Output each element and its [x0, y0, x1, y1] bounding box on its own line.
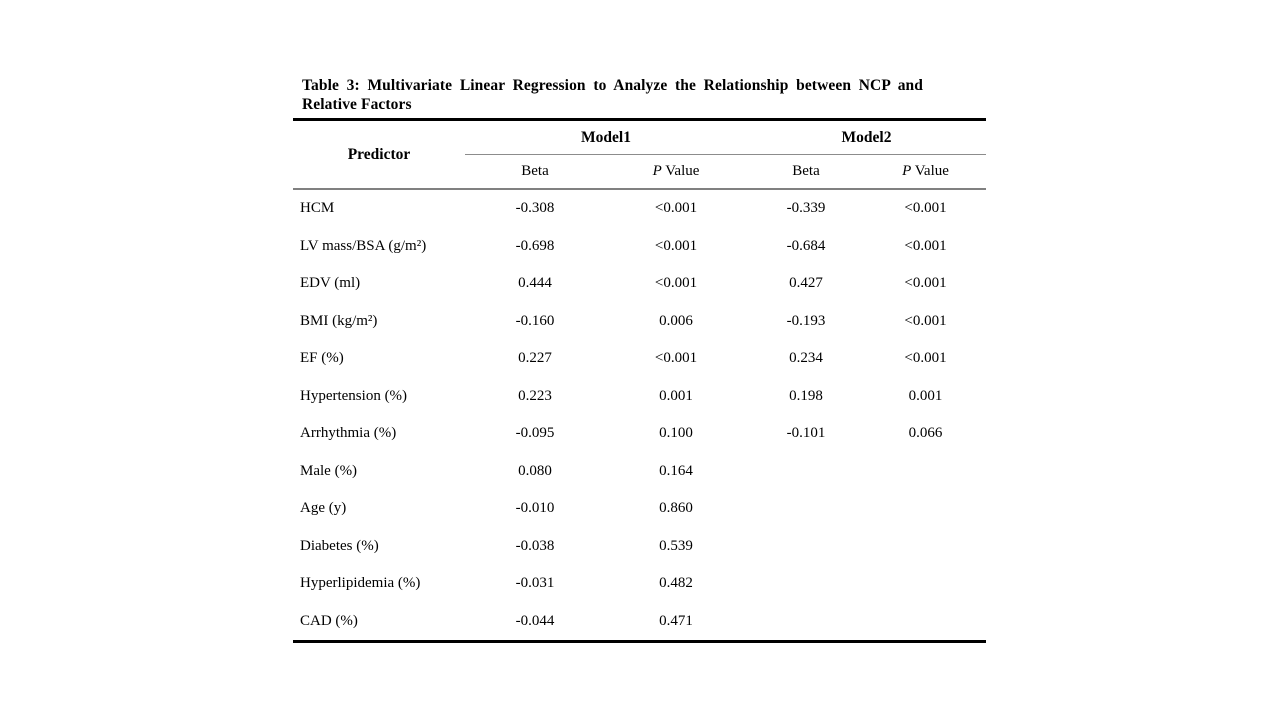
- model1-pvalue-cell: 0.539: [659, 537, 693, 554]
- model1-pvalue-cell: 0.471: [659, 612, 693, 629]
- model2-pvalue-cell: <0.001: [904, 275, 947, 292]
- model1-beta-cell: 0.227: [518, 350, 552, 367]
- model1-beta-cell: -0.698: [515, 237, 555, 254]
- model1-beta-cell: 0.080: [518, 462, 552, 479]
- model1-beta-cell: -0.308: [515, 200, 555, 217]
- model2-pvalue-cell: [865, 528, 986, 566]
- table-row: EDV (ml) 0.444 <0.001 0.427 <0.001: [293, 265, 986, 303]
- model1-pvalue-cell: 0.006: [659, 312, 693, 329]
- model2-pvalue-cell: [865, 453, 986, 491]
- model1-pvalue-cell: <0.001: [654, 275, 698, 292]
- model2-pvalue-header: P Value: [865, 155, 986, 190]
- model2-beta-cell: [747, 565, 865, 603]
- table-row: EF (%) 0.227 <0.001 0.234 <0.001: [293, 340, 986, 378]
- table-title: Table 3: Multivariate Linear Regression …: [302, 76, 923, 114]
- table-row: Male (%) 0.080 0.164: [293, 453, 986, 491]
- table-title-line2: Relative Factors: [302, 96, 412, 113]
- pvalue-italic-p: P: [902, 163, 912, 179]
- model1-pvalue-cell: <0.001: [654, 200, 698, 217]
- predictor-cell: Hyperlipidemia (%): [300, 575, 421, 592]
- table-row: CAD (%) -0.044 0.471: [293, 603, 986, 642]
- table-row: LV mass/BSA (g/m²) -0.698 <0.001 -0.684 …: [293, 228, 986, 266]
- model2-beta-cell: [747, 528, 865, 566]
- table-row: Age (y) -0.010 0.860: [293, 490, 986, 528]
- predictor-cell: LV mass/BSA (g/m²): [300, 237, 427, 254]
- model2-pvalue-cell: <0.001: [904, 237, 947, 254]
- table-row: Diabetes (%) -0.038 0.539: [293, 528, 986, 566]
- model1-pvalue-cell: <0.001: [654, 237, 698, 254]
- model1-pvalue-cell: 0.100: [659, 425, 693, 442]
- model1-pvalue-cell: 0.482: [659, 575, 693, 592]
- model1-pvalue-header: P Value: [605, 155, 747, 190]
- predictor-cell: Age (y): [300, 500, 347, 517]
- model2-beta-cell: [747, 453, 865, 491]
- model1-beta-cell: -0.010: [515, 500, 555, 517]
- table-header: Predictor Model1 Model2 Beta P Value Bet…: [293, 119, 986, 190]
- predictor-cell: Hypertension (%): [300, 387, 408, 404]
- model2-beta-header: Beta: [792, 163, 820, 179]
- model1-beta-cell: -0.038: [515, 537, 555, 554]
- model1-pvalue-cell: 0.164: [659, 462, 693, 479]
- model-header-row: Predictor Model1 Model2: [293, 119, 986, 163]
- pvalue-rest: Value: [914, 163, 949, 179]
- table-row: Hypertension (%) 0.223 0.001 0.198 0.001: [293, 378, 986, 416]
- predictor-cell: Arrhythmia (%): [300, 425, 397, 442]
- predictor-cell: HCM: [300, 200, 335, 217]
- table-row: BMI (kg/m²) -0.160 0.006 -0.193 <0.001: [293, 303, 986, 341]
- table-body: HCM -0.308 <0.001 -0.339 <0.001 LV mass/…: [293, 189, 986, 642]
- table-title-line1: Table 3: Multivariate Linear Regression …: [302, 77, 923, 94]
- model1-beta-cell: -0.044: [515, 612, 555, 629]
- model1-header: Model1: [465, 119, 747, 155]
- regression-table-grid: Predictor Model1 Model2 Beta P Value Bet…: [293, 118, 986, 643]
- predictor-cell: Male (%): [300, 462, 358, 479]
- model2-beta-cell: -0.684: [786, 237, 826, 254]
- table-row: HCM -0.308 <0.001 -0.339 <0.001: [293, 189, 986, 228]
- model1-beta-cell: -0.095: [515, 425, 555, 442]
- model2-header: Model2: [747, 119, 986, 155]
- model2-pvalue-cell: 0.066: [908, 425, 943, 442]
- model2-pvalue-cell: <0.001: [904, 200, 947, 217]
- model1-beta-header: Beta: [521, 163, 549, 179]
- model2-pvalue-cell: 0.001: [908, 387, 943, 404]
- table-row: Hyperlipidemia (%) -0.031 0.482: [293, 565, 986, 603]
- table-row: Arrhythmia (%) -0.095 0.100 -0.101 0.066: [293, 415, 986, 453]
- model2-pvalue-cell: [865, 603, 986, 642]
- predictor-cell: CAD (%): [300, 612, 358, 629]
- predictor-header: Predictor: [347, 145, 411, 163]
- model1-beta-cell: -0.160: [515, 312, 555, 329]
- model2-beta-cell: 0.234: [789, 350, 823, 367]
- model2-beta-cell: -0.339: [786, 200, 826, 217]
- model2-beta-cell: -0.193: [786, 312, 826, 329]
- model2-pvalue-cell: [865, 565, 986, 603]
- model1-pvalue-cell: <0.001: [654, 350, 698, 367]
- pvalue-rest: Value: [665, 163, 700, 179]
- model2-beta-cell: 0.427: [789, 275, 823, 292]
- predictor-cell: EF (%): [300, 350, 344, 367]
- pvalue-italic-p: P: [652, 163, 662, 179]
- model2-beta-cell: 0.198: [789, 387, 823, 404]
- predictor-cell: EDV (ml): [300, 275, 361, 292]
- regression-table: Predictor Model1 Model2 Beta P Value Bet…: [293, 118, 986, 643]
- model2-pvalue-cell: <0.001: [904, 350, 947, 367]
- subheader-row: Beta P Value Beta P Value: [293, 155, 986, 190]
- model2-pvalue-cell: <0.001: [904, 312, 947, 329]
- predictor-cell: Diabetes (%): [300, 537, 379, 554]
- model1-beta-cell: 0.223: [518, 387, 552, 404]
- model1-pvalue-cell: 0.860: [659, 500, 693, 517]
- model1-beta-cell: 0.444: [518, 275, 552, 292]
- predictor-cell: BMI (kg/m²): [300, 312, 378, 329]
- model1-beta-cell: -0.031: [515, 575, 555, 592]
- model2-beta-cell: [747, 490, 865, 528]
- model2-pvalue-cell: [865, 490, 986, 528]
- model1-pvalue-cell: 0.001: [659, 387, 693, 404]
- model2-beta-cell: -0.101: [786, 425, 826, 442]
- model2-beta-cell: [747, 603, 865, 642]
